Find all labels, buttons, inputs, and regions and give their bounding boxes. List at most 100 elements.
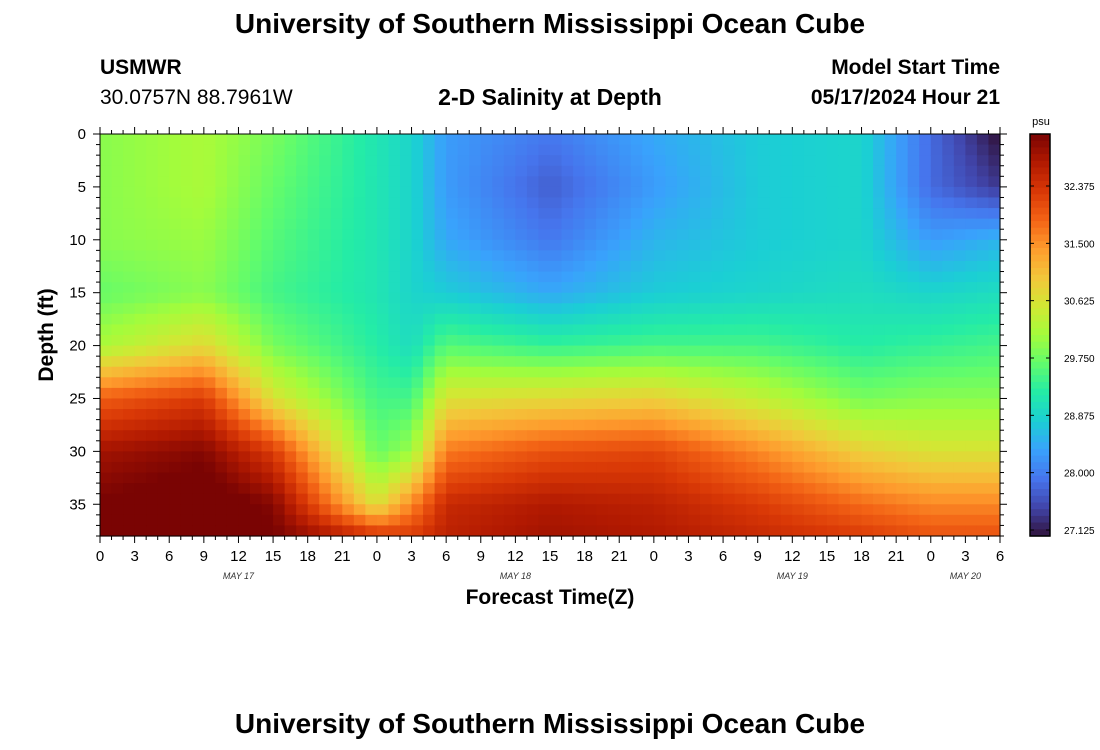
heatmap-cell [538, 440, 551, 452]
heatmap-cell [307, 366, 320, 378]
heatmap-cell [665, 303, 678, 315]
heatmap-cell [480, 176, 493, 188]
heatmap-cell [226, 398, 240, 410]
heatmap-cell [861, 387, 874, 400]
heatmap-cell [503, 461, 516, 474]
heatmap-cell [226, 461, 240, 474]
heatmap-cell [550, 165, 563, 177]
heatmap-cell [769, 440, 782, 452]
heatmap-cell [953, 155, 966, 167]
heatmap-cell [503, 239, 516, 251]
heatmap-cell [284, 208, 297, 220]
heatmap-cell [365, 176, 378, 188]
heatmap-cell [100, 345, 113, 357]
heatmap-cell [480, 430, 493, 442]
colorbar-segment [1030, 428, 1050, 437]
heatmap-cell [642, 186, 655, 199]
heatmap-cell [757, 345, 770, 357]
heatmap-cell [180, 493, 193, 505]
heatmap-cell [619, 356, 632, 368]
heatmap-cell [215, 504, 228, 516]
heatmap-cell [134, 483, 147, 495]
heatmap-cell [676, 504, 690, 516]
heatmap-cell [526, 398, 540, 410]
heatmap-cell [930, 144, 943, 156]
heatmap-cell [503, 250, 516, 262]
heatmap-cell [896, 387, 909, 400]
heatmap-cell [896, 271, 909, 283]
heatmap-cell [296, 440, 309, 452]
heatmap-cell [826, 430, 840, 442]
heatmap-cell [434, 419, 447, 431]
heatmap-cell [215, 303, 228, 315]
heatmap-cell [319, 282, 332, 294]
heatmap-cell [538, 218, 551, 230]
heatmap-cell [711, 155, 724, 167]
heatmap-cell [873, 165, 886, 177]
heatmap-cell [907, 472, 920, 484]
heatmap-cell [423, 356, 436, 368]
heatmap-cell [550, 514, 563, 527]
heatmap-cell [376, 504, 390, 516]
heatmap-cell [596, 514, 609, 527]
heatmap-cell [434, 144, 447, 156]
heatmap-cell [434, 155, 447, 167]
heatmap-cell [896, 461, 909, 474]
heatmap-cell [261, 398, 274, 410]
heatmap-cell [342, 239, 355, 251]
heatmap-cell [446, 472, 459, 484]
heatmap-cell [930, 155, 943, 167]
heatmap-cell [319, 525, 332, 537]
heatmap-cell [319, 271, 332, 283]
heatmap-cell [146, 155, 159, 167]
heatmap-cell [192, 282, 205, 294]
heatmap-cell [469, 366, 482, 378]
colorbar-segment [1030, 288, 1050, 296]
heatmap-cell [711, 218, 724, 230]
heatmap-cell [111, 472, 124, 484]
heatmap-cell [434, 377, 447, 389]
heatmap-cell [492, 197, 505, 209]
heatmap-cell [723, 197, 736, 209]
heatmap-cell [261, 324, 274, 336]
heatmap-cell [400, 514, 413, 527]
heatmap-cell [676, 260, 690, 273]
colorbar-segment [1030, 448, 1050, 457]
heatmap-cell [676, 430, 690, 442]
heatmap-cell [503, 345, 516, 357]
heatmap-cell [723, 398, 736, 410]
heatmap-cell [226, 409, 240, 421]
heatmap-cell [169, 345, 182, 357]
heatmap-cell [146, 366, 159, 378]
heatmap-cell [469, 144, 482, 156]
heatmap-cell [803, 208, 816, 220]
heatmap-cell [780, 398, 793, 410]
heatmap-cell [584, 366, 597, 378]
heatmap-cell [769, 345, 782, 357]
heatmap-cell [111, 504, 124, 516]
x-tick-label: 18 [576, 548, 593, 565]
heatmap-cell [250, 176, 263, 188]
heatmap-cell [792, 345, 805, 357]
heatmap-cell [307, 271, 320, 283]
heatmap-cell [226, 218, 240, 230]
heatmap-cell [919, 155, 932, 167]
heatmap-cell [653, 419, 666, 431]
heatmap-cell [573, 197, 586, 209]
heatmap-cell [861, 239, 874, 251]
heatmap-cell [653, 345, 666, 357]
heatmap-cell [861, 144, 874, 156]
heatmap-cell [850, 218, 863, 230]
heatmap-cell [815, 250, 828, 262]
heatmap-cell [469, 303, 482, 315]
heatmap-cell [746, 313, 759, 326]
x-tick-label: 15 [819, 548, 836, 565]
heatmap-cell [100, 260, 113, 273]
heatmap-cell [757, 197, 770, 209]
heatmap-cell [250, 303, 263, 315]
heatmap-cell [792, 282, 805, 294]
heatmap-cell [642, 324, 655, 336]
heatmap-cell [884, 250, 897, 262]
heatmap-cell [411, 218, 424, 230]
heatmap-cell [134, 218, 147, 230]
